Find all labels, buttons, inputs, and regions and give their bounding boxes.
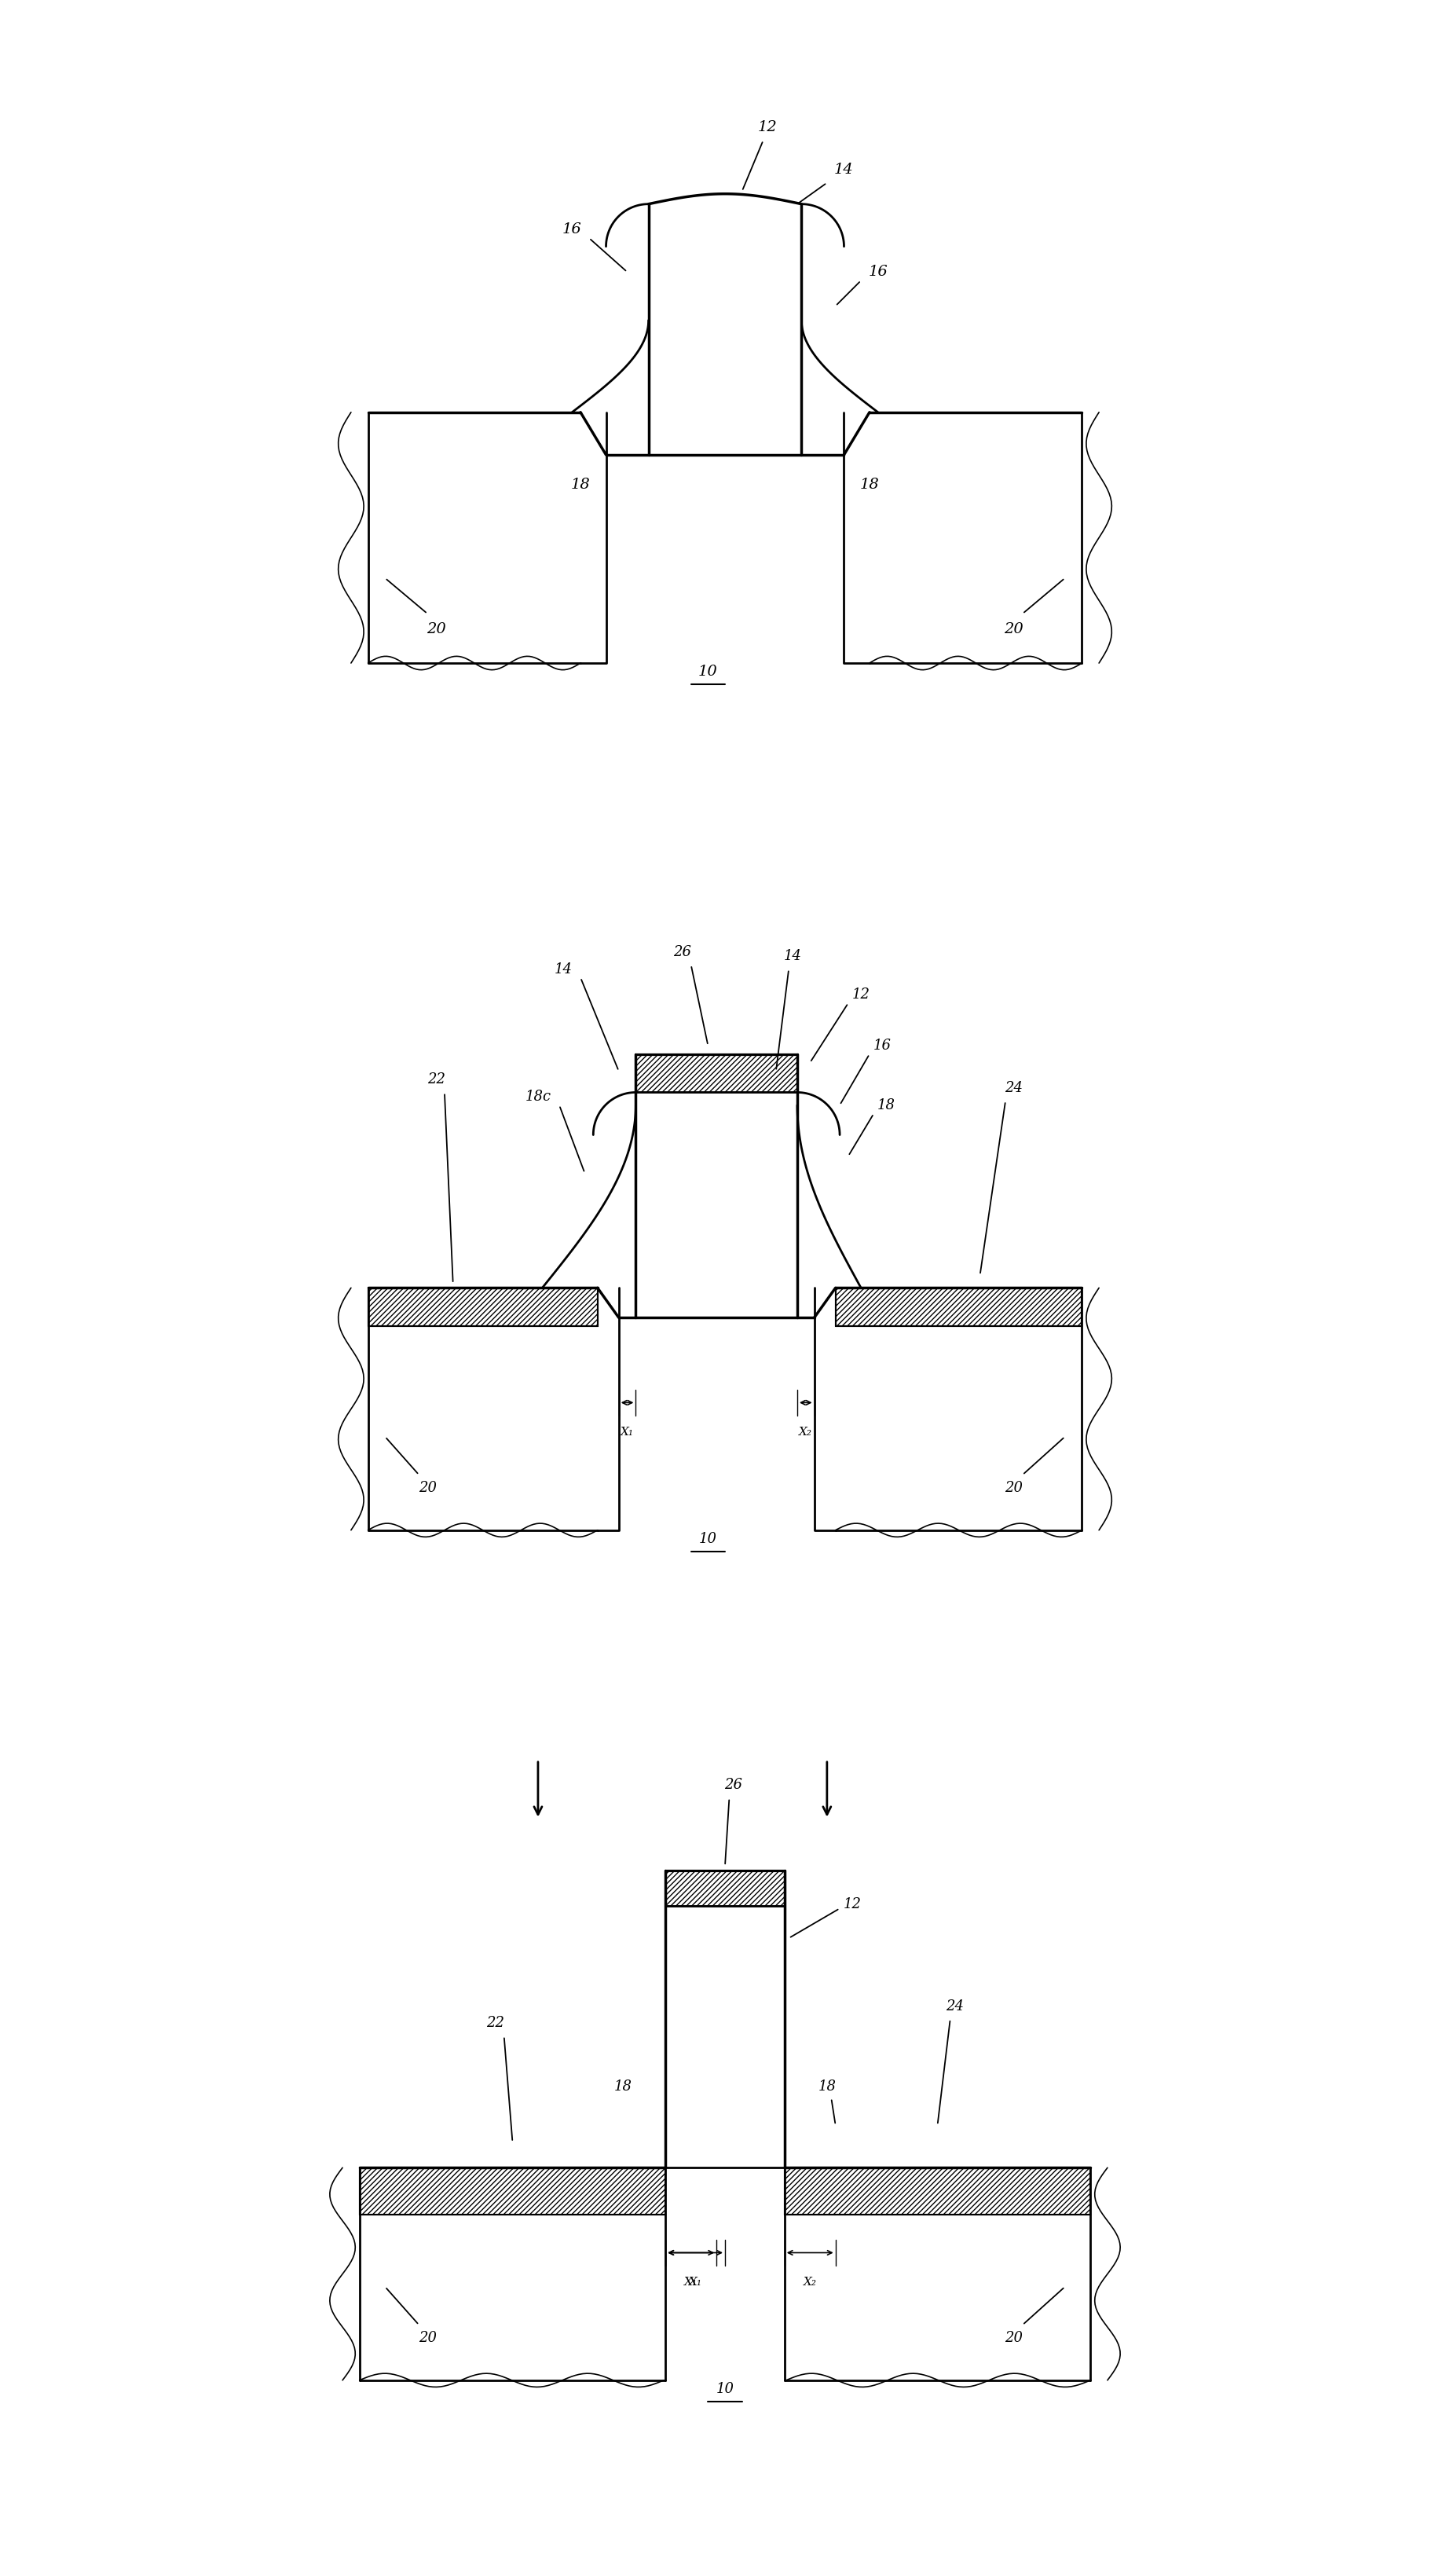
- Text: 10: 10: [699, 1533, 718, 1546]
- Text: 12: 12: [853, 987, 870, 1002]
- Text: 22: 22: [487, 2017, 505, 2030]
- Text: 18: 18: [818, 2079, 837, 2094]
- Text: 24: 24: [945, 1999, 963, 2014]
- Bar: [360, 2166, 666, 2215]
- Text: 18: 18: [571, 477, 590, 492]
- Text: 16: 16: [563, 222, 581, 237]
- Text: 22: 22: [426, 1072, 445, 1087]
- Text: X₁: X₁: [684, 2277, 697, 2287]
- Text: 14: 14: [834, 162, 854, 178]
- Text: X₂: X₂: [803, 2277, 816, 2287]
- Text: 20: 20: [419, 2331, 436, 2344]
- Text: X₁: X₁: [689, 2277, 702, 2287]
- Text: 16: 16: [873, 1038, 892, 1054]
- Text: 26: 26: [673, 945, 692, 958]
- Bar: [835, 1288, 1082, 1327]
- Text: 24: 24: [1005, 1082, 1024, 1095]
- Text: 18: 18: [877, 1097, 896, 1113]
- Text: 18: 18: [613, 2079, 632, 2094]
- Text: 20: 20: [1005, 2331, 1024, 2344]
- Text: 18: 18: [860, 477, 879, 492]
- Text: 18c: 18c: [525, 1090, 551, 1103]
- Text: 20: 20: [1005, 621, 1024, 636]
- Bar: [784, 2166, 1090, 2215]
- Text: 20: 20: [419, 1481, 436, 1494]
- Bar: [666, 1870, 784, 1906]
- Text: 20: 20: [426, 621, 445, 636]
- Text: 14: 14: [784, 951, 802, 963]
- Bar: [368, 1288, 597, 1327]
- Text: 10: 10: [699, 665, 718, 677]
- Text: X₂: X₂: [799, 1427, 812, 1437]
- Text: 16: 16: [869, 265, 887, 278]
- Text: 10: 10: [716, 2383, 734, 2396]
- Bar: [635, 1054, 798, 1092]
- Text: 26: 26: [725, 1777, 742, 1793]
- Text: 20: 20: [1005, 1481, 1024, 1494]
- Text: X₁: X₁: [621, 1427, 634, 1437]
- Text: 12: 12: [844, 1896, 861, 1911]
- Text: 14: 14: [554, 961, 573, 976]
- Text: 12: 12: [758, 121, 777, 134]
